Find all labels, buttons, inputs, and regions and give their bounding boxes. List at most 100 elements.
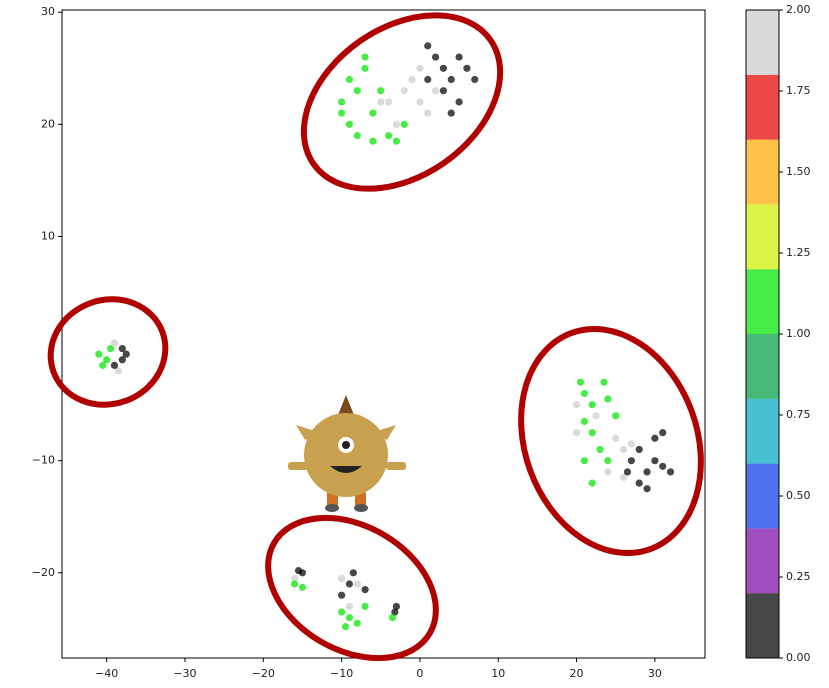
- scatter-point: [455, 53, 462, 60]
- scatter-point: [393, 121, 400, 128]
- scatter-point: [432, 87, 439, 94]
- scatter-point: [589, 480, 596, 487]
- scatter-point: [448, 110, 455, 117]
- scatter-point: [369, 110, 376, 117]
- scatter-point: [659, 463, 666, 470]
- scatter-point: [354, 132, 361, 139]
- scatter-point: [350, 569, 357, 576]
- colorbar: 0.000.250.500.751.001.251.501.752.00: [746, 3, 811, 664]
- scatter-point: [577, 379, 584, 386]
- scatter-point: [299, 569, 306, 576]
- scatter-point: [424, 42, 431, 49]
- scatter-point: [651, 435, 658, 442]
- scatter-point: [463, 65, 470, 72]
- mascot: [288, 395, 406, 512]
- scatter-point: [589, 429, 596, 436]
- colorbar-segment: [746, 10, 779, 75]
- scatter-point: [448, 76, 455, 83]
- colorbar-tick-label: 1.75: [786, 84, 811, 97]
- y-tick-label: 30: [41, 5, 55, 18]
- colorbar-segment: [746, 334, 779, 399]
- y-tick-label: −20: [32, 566, 55, 579]
- scatter-point: [342, 623, 349, 630]
- scatter-point: [361, 586, 368, 593]
- scatter-point: [389, 614, 396, 621]
- scatter-point: [424, 76, 431, 83]
- y-tick-label: 10: [41, 229, 55, 242]
- scatter-point: [628, 440, 635, 447]
- scatter-point: [573, 429, 580, 436]
- highlight-ellipse: [243, 489, 461, 686]
- scatter-point: [119, 345, 126, 352]
- scatter-point: [667, 468, 674, 475]
- scatter-point: [338, 575, 345, 582]
- scatter-point: [346, 580, 353, 587]
- scatter-point: [346, 76, 353, 83]
- colorbar-segment: [746, 528, 779, 593]
- plot-frame: [62, 10, 705, 658]
- x-tick-label: 30: [648, 667, 662, 680]
- scatter-point: [628, 457, 635, 464]
- scatter-point: [581, 390, 588, 397]
- colorbar-tick-label: 0.50: [786, 489, 811, 502]
- scatter-point: [361, 603, 368, 610]
- scatter-point: [596, 446, 603, 453]
- colorbar-segment: [746, 269, 779, 334]
- scatter-point: [600, 379, 607, 386]
- scatter-point: [346, 121, 353, 128]
- scatter-point: [612, 412, 619, 419]
- scatter-point: [651, 457, 658, 464]
- scatter-point: [354, 580, 361, 587]
- scatter-point: [401, 87, 408, 94]
- scatter-point: [377, 98, 384, 105]
- scatter-point: [346, 603, 353, 610]
- scatter-point: [604, 457, 611, 464]
- scatter-point: [354, 87, 361, 94]
- scatter-point: [432, 53, 439, 60]
- colorbar-segment: [746, 75, 779, 140]
- scatter-point: [338, 110, 345, 117]
- x-tick-label: −40: [95, 667, 118, 680]
- scatter-point: [440, 65, 447, 72]
- scatter-point: [338, 592, 345, 599]
- colorbar-segment: [746, 140, 779, 205]
- scatter-point: [589, 401, 596, 408]
- scatter-point: [408, 76, 415, 83]
- scatter-point: [299, 584, 306, 591]
- colorbar-tick-label: 1.50: [786, 165, 811, 178]
- scatter-point: [99, 362, 106, 369]
- scatter-point: [416, 65, 423, 72]
- colorbar-tick-label: 0.00: [786, 651, 811, 664]
- scatter-point: [593, 412, 600, 419]
- y-tick-label: −10: [32, 454, 55, 467]
- scatter-point: [385, 98, 392, 105]
- scatter-point: [95, 351, 102, 358]
- colorbar-tick-label: 1.25: [786, 246, 811, 259]
- page: 0.000.250.500.751.001.251.501.752.00 −40…: [0, 0, 829, 688]
- scatter-point: [581, 457, 588, 464]
- highlight-ellipse: [271, 0, 533, 225]
- x-tick-label: 0: [416, 667, 423, 680]
- scatter-point: [393, 138, 400, 145]
- scatter-point: [581, 418, 588, 425]
- scatter-point: [620, 446, 627, 453]
- scatter-point: [111, 362, 118, 369]
- x-tick-label: 20: [570, 667, 584, 680]
- scatter-point: [369, 138, 376, 145]
- colorbar-tick-label: 1.00: [786, 327, 811, 340]
- scatter-point: [643, 485, 650, 492]
- colorbar-segment: [746, 399, 779, 464]
- highlight-ellipse: [491, 304, 731, 579]
- scatter-point: [354, 620, 361, 627]
- highlight-ellipse: [36, 283, 181, 420]
- scatter-point: [636, 480, 643, 487]
- scatter-point: [361, 65, 368, 72]
- x-tick-label: −30: [173, 667, 196, 680]
- x-tick-label: −20: [252, 667, 275, 680]
- scatter-point: [573, 401, 580, 408]
- scatter-point: [346, 614, 353, 621]
- scatter-point: [604, 395, 611, 402]
- scatter-point: [111, 339, 118, 346]
- scatter-point: [338, 608, 345, 615]
- scatter-point: [643, 468, 650, 475]
